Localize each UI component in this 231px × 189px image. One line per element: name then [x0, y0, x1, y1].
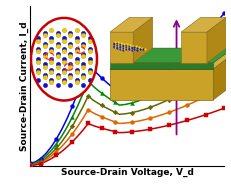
Polygon shape	[110, 69, 213, 100]
Ellipse shape	[31, 18, 97, 101]
Polygon shape	[110, 48, 231, 63]
Ellipse shape	[31, 18, 97, 101]
Polygon shape	[213, 54, 231, 100]
Polygon shape	[181, 17, 226, 32]
Polygon shape	[110, 32, 133, 63]
Polygon shape	[207, 17, 226, 63]
Polygon shape	[110, 17, 153, 32]
Polygon shape	[110, 54, 231, 69]
Y-axis label: Source-Drain Current, I_d: Source-Drain Current, I_d	[19, 21, 29, 151]
Polygon shape	[133, 17, 153, 63]
Polygon shape	[110, 63, 213, 69]
Polygon shape	[181, 32, 207, 63]
X-axis label: Source-Drain Voltage, V_d: Source-Drain Voltage, V_d	[61, 168, 194, 177]
Text: $V_g$: $V_g$	[180, 67, 193, 82]
